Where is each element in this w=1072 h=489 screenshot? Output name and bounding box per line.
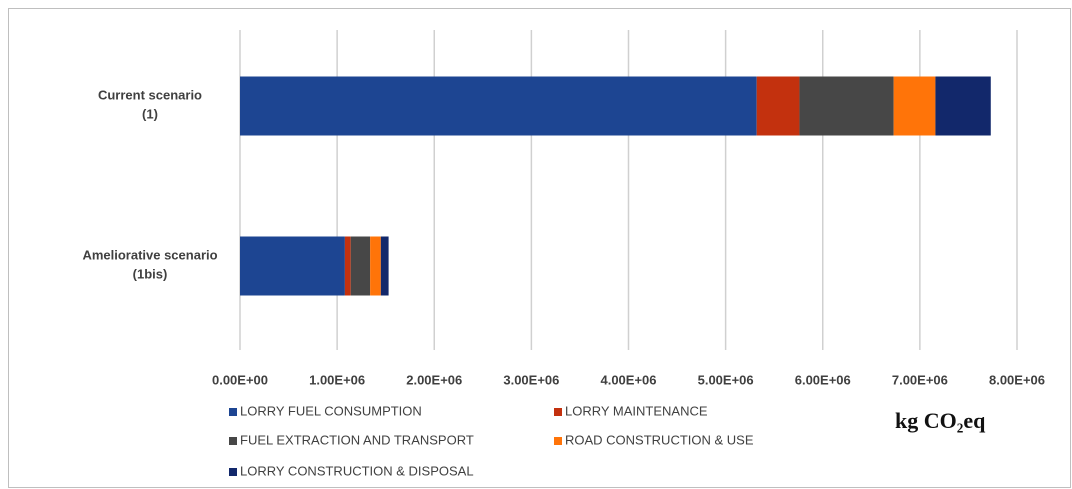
bar-segment bbox=[380, 236, 389, 296]
legend-label: LORRY MAINTENANCE bbox=[565, 403, 708, 418]
bar-segment bbox=[935, 76, 991, 136]
y-tick-label: Ameliorative scenario (1bis) bbox=[82, 248, 217, 282]
x-tick-label: 5.00E+06 bbox=[698, 372, 754, 387]
bar-segment bbox=[240, 76, 757, 136]
legend-label: ROAD CONSTRUCTION & USE bbox=[565, 432, 754, 447]
x-tick-label: 2.00E+06 bbox=[406, 372, 462, 387]
x-tick-label: 6.00E+06 bbox=[795, 372, 851, 387]
bar-segment bbox=[344, 236, 351, 296]
x-tick-label: 7.00E+06 bbox=[892, 372, 948, 387]
x-tick-label: 1.00E+06 bbox=[309, 372, 365, 387]
legend-label: FUEL EXTRACTION AND TRANSPORT bbox=[240, 432, 474, 447]
legend-label: LORRY CONSTRUCTION & DISPOSAL bbox=[240, 463, 474, 478]
x-tick-label: 3.00E+06 bbox=[503, 372, 559, 387]
legend-swatch bbox=[229, 437, 237, 445]
legend-swatch bbox=[229, 468, 237, 476]
bar-segment bbox=[350, 236, 371, 296]
x-tick-label: 0.00E+00 bbox=[212, 372, 268, 387]
bar-segment bbox=[240, 236, 345, 296]
x-axis-label: kg CO₂eq bbox=[895, 408, 986, 433]
x-tick-label: 8.00E+06 bbox=[989, 372, 1045, 387]
bar-segment bbox=[370, 236, 381, 296]
y-tick-label: Current scenario (1) bbox=[98, 88, 202, 122]
bar-segment bbox=[893, 76, 936, 136]
legend-swatch bbox=[229, 408, 237, 416]
bar-segment bbox=[799, 76, 894, 136]
x-tick-label: 4.00E+06 bbox=[600, 372, 656, 387]
legend-swatch bbox=[554, 437, 562, 445]
bar-segment bbox=[756, 76, 800, 136]
legend-swatch bbox=[554, 408, 562, 416]
legend-label: LORRY FUEL CONSUMPTION bbox=[240, 403, 422, 418]
